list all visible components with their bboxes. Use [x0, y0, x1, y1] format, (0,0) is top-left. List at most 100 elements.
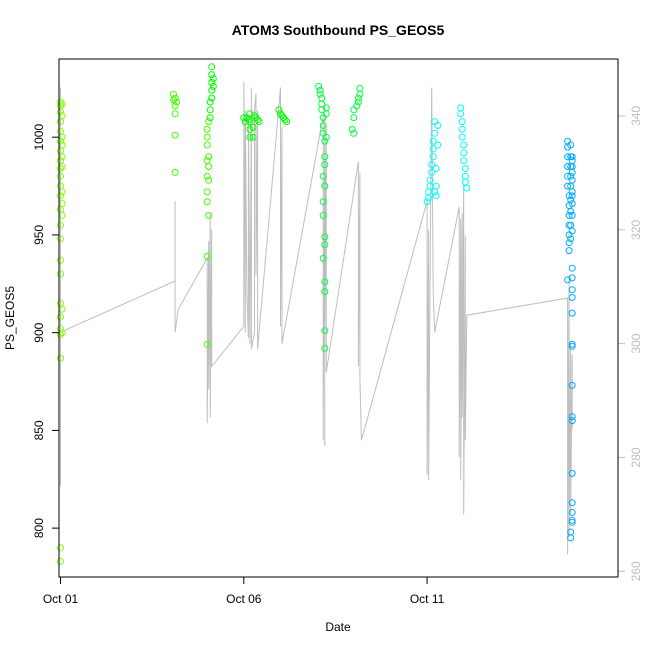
data-point: [57, 172, 64, 180]
data-point: [208, 63, 216, 71]
data-point: [567, 141, 575, 149]
data-point: [203, 141, 211, 149]
data-point: [208, 71, 216, 79]
data-point: [246, 118, 254, 126]
data-point: [316, 86, 324, 94]
data-point: [567, 208, 575, 215]
data-point: [567, 534, 575, 542]
series-5: [564, 137, 576, 542]
x-axis-label: Date: [325, 620, 351, 634]
data-point: [171, 94, 179, 102]
y2-tick-label: 300: [629, 333, 643, 353]
data-point: [57, 221, 64, 229]
data-point: [206, 98, 214, 106]
data-point: [354, 94, 362, 102]
data-point: [568, 188, 576, 196]
data-point: [429, 145, 437, 153]
x-tick-label: Oct 01: [43, 592, 79, 606]
data-point: [568, 309, 576, 317]
data-point: [57, 331, 64, 339]
data-point: [568, 499, 576, 507]
data-point: [209, 82, 217, 90]
x-tick-label: Oct 06: [226, 592, 262, 606]
data-point: [254, 116, 262, 124]
data-point: [568, 413, 576, 421]
data-point: [564, 153, 572, 161]
data-point: [461, 165, 469, 172]
data-point: [171, 102, 179, 110]
data-point: [321, 153, 329, 161]
data-point: [432, 182, 440, 190]
data-point: [567, 196, 575, 204]
data-point: [208, 79, 216, 86]
data-point: [203, 172, 211, 180]
data-point: [255, 118, 263, 126]
data-point: [203, 198, 211, 206]
data-point: [246, 110, 254, 118]
data-point: [319, 172, 327, 180]
data-point: [321, 344, 329, 352]
y2-tick-label: 320: [629, 219, 643, 239]
y-axis-label: PS_GEOS5: [3, 286, 17, 350]
y-tick-label: 900: [32, 322, 46, 342]
data-point: [568, 469, 576, 477]
data-point: [321, 161, 329, 169]
data-point: [249, 123, 257, 131]
data-point: [567, 172, 575, 180]
data-point: [568, 381, 576, 389]
data-point: [205, 176, 213, 184]
data-point: [460, 141, 468, 149]
series-1: [170, 90, 213, 348]
data-point: [568, 274, 576, 282]
data-point: [568, 264, 576, 272]
chart-title: ATOM3 Southbound PS_GEOS5: [232, 22, 445, 38]
data-point: [321, 288, 329, 296]
data-point: [565, 239, 573, 247]
data-point: [568, 153, 576, 161]
data-point: [354, 98, 362, 106]
data-point: [203, 340, 211, 348]
data-point: [350, 129, 358, 137]
data-point: [57, 165, 64, 172]
data-point: [203, 188, 211, 196]
data-point: [568, 516, 576, 524]
data-point: [316, 90, 324, 98]
data-point: [240, 114, 248, 122]
data-point: [173, 98, 181, 106]
data-point: [321, 233, 329, 241]
data-point: [315, 82, 323, 90]
plot-frame: [58, 58, 619, 578]
data-point: [568, 176, 576, 184]
data-point: [57, 235, 64, 243]
data-point: [208, 86, 216, 94]
data-point: [322, 110, 330, 118]
data-point: [460, 157, 468, 165]
data-point: [428, 161, 436, 169]
data-point: [460, 149, 468, 157]
data-point: [434, 122, 442, 129]
data-point: [57, 137, 64, 145]
series-4: [423, 104, 471, 206]
data-point: [568, 200, 576, 208]
y-tick-label: 1000: [32, 124, 46, 151]
data-point: [205, 211, 213, 219]
data-point: [458, 133, 466, 141]
data-point: [57, 98, 64, 106]
data-point: [57, 108, 64, 116]
data-point: [564, 276, 572, 284]
data-point: [568, 192, 576, 200]
data-point: [568, 211, 576, 219]
data-point: [458, 125, 466, 133]
data-point: [423, 198, 431, 206]
data-point: [564, 172, 572, 180]
data-point: [205, 153, 213, 161]
data-point: [318, 106, 326, 114]
data-point: [321, 137, 329, 145]
data-point: [319, 254, 327, 262]
data-point: [426, 176, 434, 184]
data-point: [322, 133, 330, 141]
data-point: [567, 235, 575, 243]
data-point: [203, 125, 211, 133]
data-point: [57, 192, 64, 200]
